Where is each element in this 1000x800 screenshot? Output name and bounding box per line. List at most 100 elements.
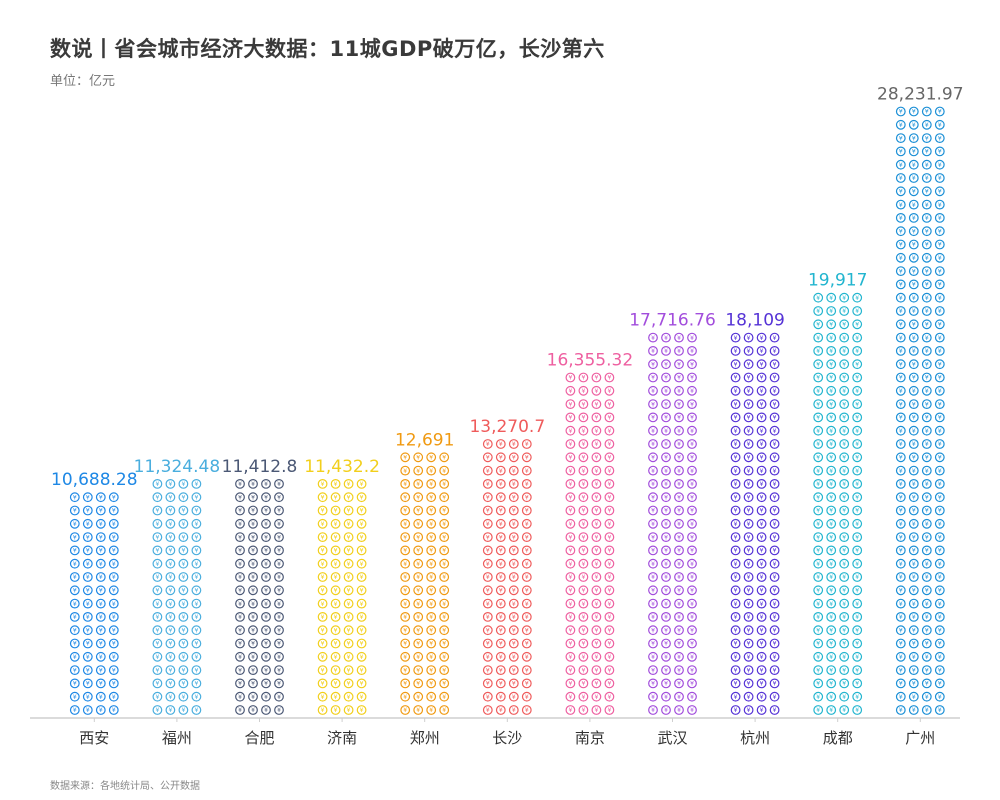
yen-coin-icon: ¥ — [521, 665, 532, 675]
svg-text:¥: ¥ — [525, 468, 529, 475]
svg-text:¥: ¥ — [925, 282, 929, 289]
yen-coin-icon: ¥ — [934, 266, 945, 277]
yen-coin-icon: ¥ — [934, 678, 945, 689]
yen-coin-icon: ¥ — [95, 545, 106, 556]
yen-coin-icon: ¥ — [921, 425, 932, 436]
yen-coin-icon: ¥ — [439, 598, 450, 609]
svg-text:¥: ¥ — [168, 561, 172, 568]
svg-text:¥: ¥ — [925, 388, 929, 395]
svg-text:¥: ¥ — [925, 707, 929, 714]
svg-text:¥: ¥ — [168, 481, 172, 488]
yen-coin-icon: ¥ — [756, 518, 767, 529]
yen-coin-icon: ¥ — [839, 439, 850, 449]
svg-text:¥: ¥ — [99, 521, 103, 528]
yen-coin-icon: ¥ — [934, 465, 945, 476]
svg-text:¥: ¥ — [251, 667, 255, 674]
svg-text:¥: ¥ — [925, 601, 929, 608]
yen-coin-icon: ¥ — [895, 558, 906, 569]
yen-coin-icon: ¥ — [69, 492, 80, 503]
svg-text:¥: ¥ — [690, 335, 694, 342]
yen-coin-icon: ¥ — [852, 665, 863, 675]
yen-coin-icon: ¥ — [934, 532, 945, 542]
svg-text:¥: ¥ — [155, 574, 159, 581]
yen-coin-icon: ¥ — [578, 532, 589, 542]
svg-text:¥: ¥ — [512, 534, 516, 541]
yen-coin-icon: ¥ — [813, 625, 824, 636]
svg-text:¥: ¥ — [581, 548, 585, 555]
yen-coin-icon: ¥ — [356, 638, 367, 649]
svg-text:¥: ¥ — [168, 681, 172, 688]
svg-text:¥: ¥ — [747, 521, 751, 528]
yen-coin-icon: ¥ — [769, 399, 780, 410]
yen-coin-icon: ¥ — [400, 465, 411, 476]
yen-coin-icon: ¥ — [591, 638, 602, 649]
svg-text:¥: ¥ — [925, 122, 929, 129]
yen-coin-icon: ¥ — [69, 625, 80, 636]
yen-coin-icon: ¥ — [648, 598, 658, 609]
yen-coin-icon: ¥ — [934, 359, 945, 370]
yen-coin-icon: ¥ — [839, 492, 850, 503]
yen-coin-icon: ¥ — [921, 146, 932, 157]
svg-text:¥: ¥ — [486, 694, 490, 701]
value-label: 28,231.97 — [877, 85, 964, 105]
svg-text:¥: ¥ — [581, 468, 585, 475]
yen-coin-icon: ¥ — [565, 651, 576, 662]
yen-coin-icon: ¥ — [674, 625, 684, 636]
svg-text:¥: ¥ — [403, 654, 407, 661]
yen-coin-icon: ¥ — [826, 372, 837, 383]
svg-text:¥: ¥ — [581, 614, 585, 621]
svg-text:¥: ¥ — [760, 694, 764, 701]
svg-text:¥: ¥ — [816, 694, 820, 701]
svg-text:¥: ¥ — [525, 627, 529, 634]
svg-text:¥: ¥ — [773, 388, 777, 395]
yen-coin-icon: ¥ — [826, 691, 837, 702]
yen-coin-icon: ¥ — [521, 612, 532, 622]
svg-text:¥: ¥ — [442, 707, 446, 714]
svg-text:¥: ¥ — [403, 707, 407, 714]
svg-text:¥: ¥ — [99, 601, 103, 608]
svg-text:¥: ¥ — [938, 282, 942, 289]
yen-coin-icon: ¥ — [261, 625, 271, 636]
svg-text:¥: ¥ — [677, 428, 681, 435]
svg-text:¥: ¥ — [181, 494, 185, 501]
yen-coin-icon: ¥ — [674, 612, 684, 622]
svg-text:¥: ¥ — [486, 681, 490, 688]
yen-coin-icon: ¥ — [687, 465, 697, 476]
svg-text:¥: ¥ — [734, 468, 738, 475]
yen-coin-icon: ¥ — [756, 439, 767, 449]
yen-coin-icon: ¥ — [895, 359, 906, 370]
yen-coin-icon: ¥ — [934, 665, 945, 675]
svg-text:¥: ¥ — [664, 494, 668, 501]
yen-coin-icon: ¥ — [826, 412, 837, 423]
svg-text:¥: ¥ — [403, 601, 407, 608]
yen-coin-icon: ¥ — [426, 585, 437, 596]
svg-text:¥: ¥ — [899, 441, 903, 448]
yen-coin-icon: ¥ — [165, 612, 176, 622]
yen-coin-icon: ¥ — [908, 439, 919, 449]
yen-coin-icon: ¥ — [482, 505, 493, 516]
yen-coin-icon: ¥ — [591, 572, 602, 582]
yen-coin-icon: ¥ — [934, 346, 945, 356]
svg-text:¥: ¥ — [773, 561, 777, 568]
yen-coin-icon: ¥ — [852, 479, 863, 489]
yen-coin-icon: ¥ — [191, 678, 202, 689]
yen-coin-icon: ¥ — [235, 612, 245, 622]
yen-coin-icon: ¥ — [813, 585, 824, 596]
svg-text:¥: ¥ — [360, 694, 364, 701]
yen-coin-icon: ¥ — [343, 638, 354, 649]
svg-text:¥: ¥ — [486, 494, 490, 501]
yen-coin-icon: ¥ — [413, 452, 424, 463]
svg-text:¥: ¥ — [899, 335, 903, 342]
yen-coin-icon: ¥ — [426, 651, 437, 662]
yen-coin-icon: ¥ — [330, 558, 341, 569]
svg-text:¥: ¥ — [651, 707, 655, 714]
yen-coin-icon: ¥ — [934, 598, 945, 609]
yen-coin-icon: ¥ — [604, 372, 615, 383]
svg-text:¥: ¥ — [607, 401, 611, 408]
yen-coin-icon: ¥ — [356, 625, 367, 636]
yen-coin-icon: ¥ — [178, 545, 189, 556]
svg-text:¥: ¥ — [855, 295, 859, 302]
svg-text:¥: ¥ — [442, 468, 446, 475]
yen-coin-icon: ¥ — [908, 399, 919, 410]
svg-text:¥: ¥ — [581, 494, 585, 501]
